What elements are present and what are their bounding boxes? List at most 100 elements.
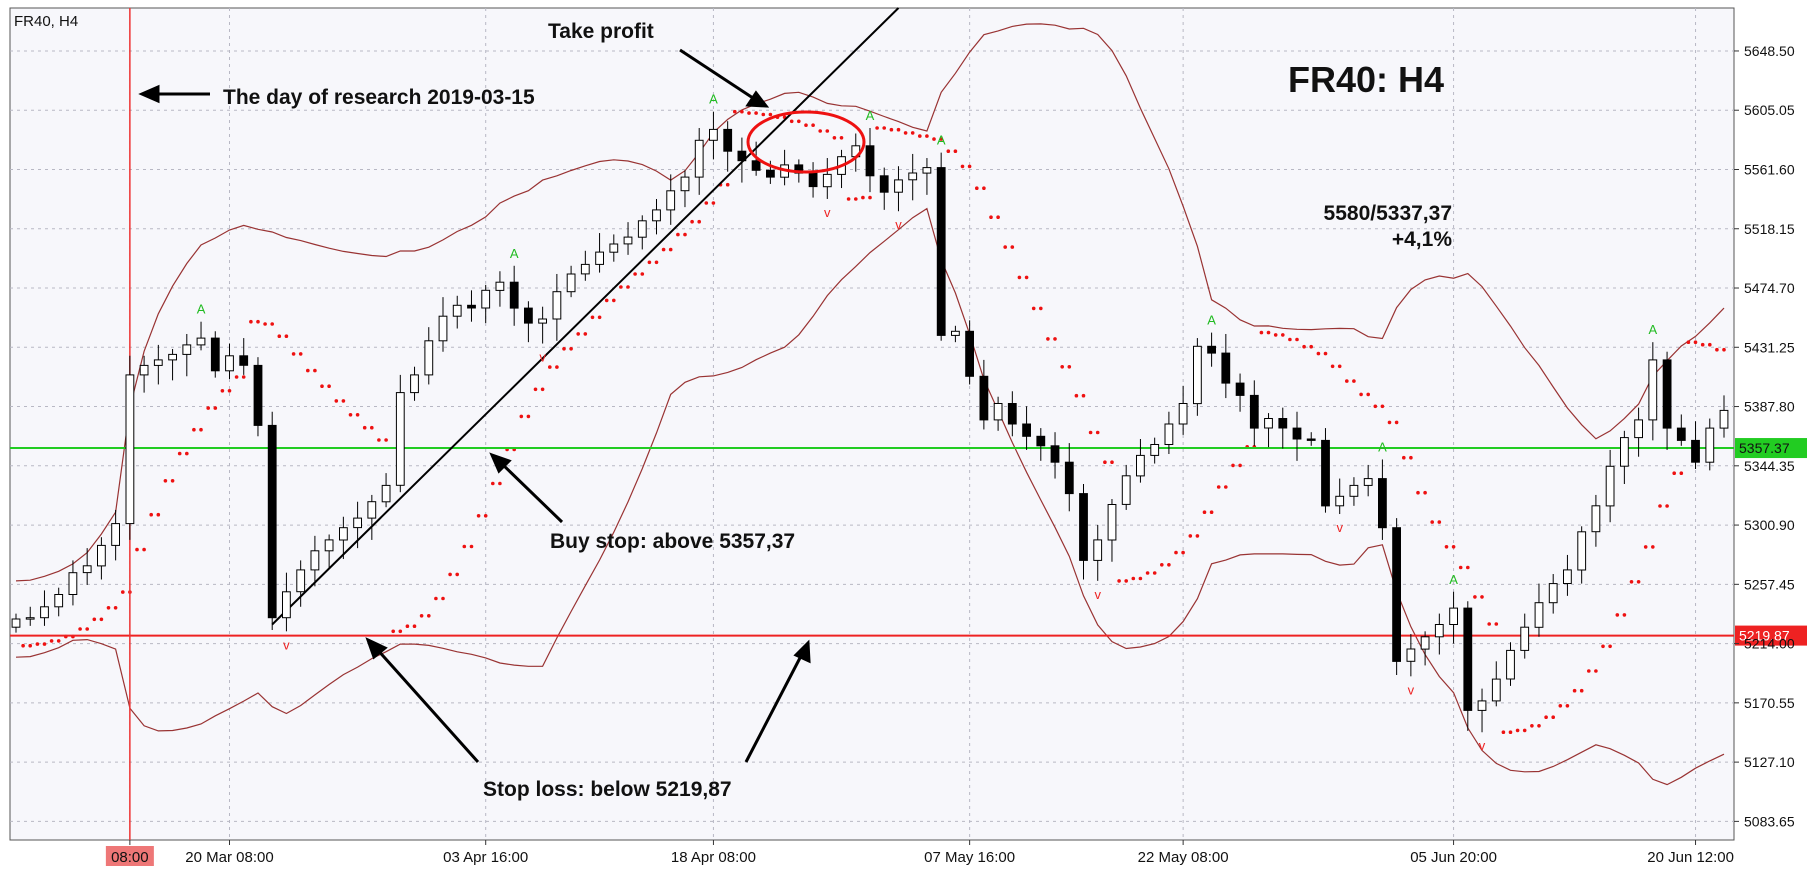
sar-dot bbox=[1615, 613, 1620, 617]
candle-body bbox=[25, 617, 35, 620]
sar-dot bbox=[640, 272, 645, 276]
sar-dot bbox=[903, 131, 908, 135]
arrow-stop-loss-left-head bbox=[365, 637, 388, 660]
sar-dot bbox=[1587, 669, 1591, 673]
sar-dot bbox=[434, 596, 438, 601]
candle-body bbox=[1107, 504, 1117, 541]
sar-dot bbox=[1053, 337, 1057, 341]
y-tick-label: 5387.80 bbox=[1744, 399, 1795, 415]
sar-dot bbox=[1152, 571, 1157, 575]
sar-dot bbox=[540, 387, 545, 392]
x-tick-label: 05 Jun 20:00 bbox=[1410, 849, 1497, 866]
candle-body bbox=[808, 172, 818, 188]
sar-dot bbox=[85, 627, 89, 631]
sar-dot bbox=[135, 547, 139, 552]
sar-dot bbox=[263, 322, 267, 326]
sar-dot bbox=[213, 406, 218, 410]
candle-body bbox=[922, 167, 932, 174]
sar-dot bbox=[889, 127, 894, 132]
sar-dot bbox=[1216, 485, 1221, 489]
candle-body bbox=[139, 364, 149, 376]
y-tick-label: 5083.65 bbox=[1744, 813, 1795, 829]
sar-dot bbox=[462, 544, 467, 549]
candle-body bbox=[709, 128, 718, 141]
candle-body bbox=[339, 527, 348, 541]
candle-body bbox=[1136, 454, 1145, 477]
sar-dot bbox=[56, 639, 61, 643]
sar-dot bbox=[1643, 545, 1648, 549]
level-badge-stop-loss bbox=[1735, 625, 1807, 646]
sar-dot bbox=[1522, 728, 1527, 733]
sar-dot bbox=[633, 272, 637, 276]
candle-body bbox=[310, 550, 320, 571]
sar-dot bbox=[1622, 613, 1627, 617]
candle-body bbox=[979, 375, 989, 421]
fractal-down-marker: v bbox=[539, 350, 546, 365]
sar-dot bbox=[1565, 704, 1570, 708]
sar-dot bbox=[1423, 490, 1427, 495]
sar-dot bbox=[996, 215, 1000, 219]
sar-dot bbox=[99, 617, 104, 622]
sar-dot bbox=[975, 186, 979, 190]
sar-dot bbox=[156, 512, 161, 517]
candle-body bbox=[153, 359, 163, 366]
candle-body bbox=[637, 220, 647, 238]
sar-dot bbox=[1387, 420, 1392, 425]
sar-dot bbox=[391, 629, 396, 634]
sar-dot bbox=[1174, 550, 1178, 555]
y-tick-label: 5170.55 bbox=[1744, 695, 1795, 711]
sar-dot bbox=[49, 639, 54, 643]
sar-dot bbox=[185, 451, 189, 456]
sar-dot bbox=[1167, 563, 1171, 567]
candle-body bbox=[267, 424, 277, 619]
sar-dot bbox=[1103, 460, 1107, 465]
x-tick-label: 20 Mar 08:00 bbox=[185, 849, 273, 866]
bollinger-upper bbox=[15, 23, 1725, 582]
sar-dot bbox=[1074, 393, 1079, 398]
sar-dot bbox=[192, 427, 196, 432]
candle-body bbox=[1449, 607, 1458, 625]
sar-dot bbox=[320, 384, 324, 389]
candle-body bbox=[1249, 394, 1259, 429]
sar-dot bbox=[498, 481, 502, 486]
price-levels: 5357.37 5219.87 bbox=[10, 438, 1807, 646]
sar-dot bbox=[1224, 485, 1228, 489]
candle-body bbox=[865, 145, 875, 177]
candle-body bbox=[282, 591, 291, 619]
sar-dot bbox=[1046, 337, 1050, 341]
candle-body bbox=[1434, 624, 1444, 638]
sar-dot bbox=[1480, 595, 1484, 599]
candle-body bbox=[879, 175, 889, 193]
candle-body bbox=[766, 169, 775, 178]
sar-dot bbox=[1572, 688, 1577, 693]
candle-body bbox=[210, 337, 220, 372]
fractal-down-marker: v bbox=[895, 217, 902, 232]
sar-dot bbox=[733, 109, 737, 114]
candle-body bbox=[438, 315, 448, 342]
sar-dot bbox=[1722, 347, 1726, 352]
candle-body bbox=[951, 330, 960, 336]
sar-dot bbox=[1273, 333, 1278, 337]
sar-dot bbox=[562, 347, 566, 351]
sar-dot bbox=[789, 119, 794, 124]
fractal-up-marker: A bbox=[1449, 572, 1458, 587]
candle-body bbox=[993, 403, 1003, 421]
x-tick-highlight bbox=[105, 846, 154, 866]
candle-body bbox=[1591, 505, 1601, 533]
arrow-take-profit bbox=[679, 48, 757, 102]
sar-dot bbox=[1708, 342, 1712, 347]
support-trendline bbox=[271, 7, 900, 626]
candle-body bbox=[1121, 475, 1131, 505]
fractal-up-marker: A bbox=[1378, 439, 1387, 454]
y-tick-label: 5214.00 bbox=[1744, 636, 1795, 652]
sar-dot bbox=[839, 136, 844, 140]
sar-dot bbox=[1160, 563, 1164, 567]
sar-dot bbox=[149, 512, 153, 517]
arrow-buy-stop bbox=[498, 460, 564, 524]
candle-body bbox=[1164, 423, 1174, 445]
candle-body bbox=[225, 355, 234, 372]
sar-dot bbox=[825, 129, 830, 133]
sar-dot bbox=[1345, 379, 1349, 383]
sar-dot bbox=[1473, 595, 1477, 599]
